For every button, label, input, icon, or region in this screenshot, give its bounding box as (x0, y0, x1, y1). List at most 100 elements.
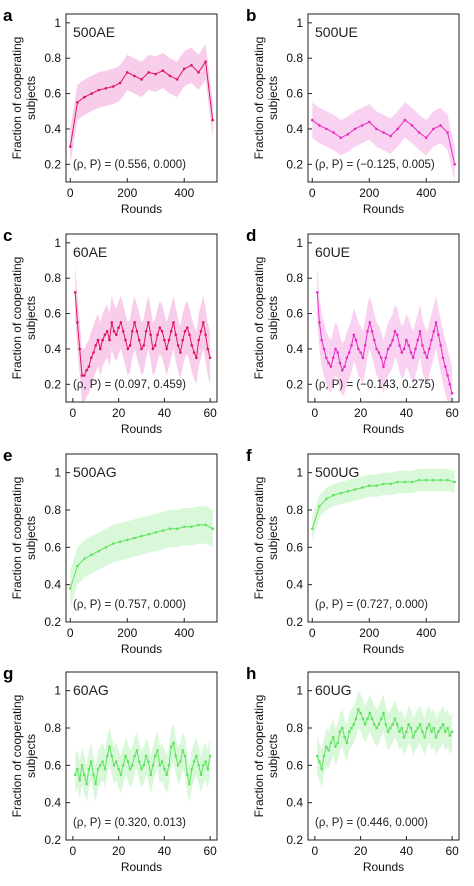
data-point (190, 767, 194, 771)
x-tick-label: 60 (203, 406, 217, 420)
plot-frame (65, 233, 218, 403)
data-point (197, 71, 200, 74)
data-point (357, 347, 360, 351)
data-point (336, 741, 340, 745)
data-point (373, 723, 376, 726)
data-point (428, 347, 431, 351)
data-point (315, 754, 319, 758)
x-tick-label: 60 (445, 406, 459, 420)
data-point (332, 493, 335, 497)
data-point (414, 347, 417, 351)
y-tick-label: 0.4 (286, 342, 303, 356)
data-point (352, 723, 356, 726)
data-point (370, 717, 374, 720)
data-point (407, 723, 411, 726)
condition-label: 60AG (73, 682, 109, 698)
data-point (176, 344, 180, 347)
data-point (347, 351, 351, 354)
data-point (111, 85, 115, 88)
data-point (154, 531, 157, 534)
data-point (118, 540, 122, 543)
data-point (424, 478, 428, 482)
data-point (325, 745, 328, 748)
data-point (119, 321, 123, 324)
data-point (444, 365, 447, 368)
data-point (197, 764, 200, 767)
data-point (167, 764, 171, 767)
data-point (437, 333, 440, 337)
data-point (83, 557, 86, 560)
confidence-band (75, 265, 211, 402)
data-point (432, 478, 435, 482)
data-point (366, 330, 369, 333)
data-point (192, 760, 196, 763)
data-point (370, 330, 374, 333)
data-point (140, 78, 143, 81)
data-point (352, 333, 356, 337)
data-point (174, 333, 178, 337)
data-point (202, 764, 205, 767)
data-point (354, 338, 358, 342)
data-point (147, 760, 150, 763)
data-point (69, 587, 72, 590)
data-point (311, 527, 314, 530)
data-point (104, 546, 108, 549)
data-point (450, 391, 454, 395)
data-point (400, 351, 404, 354)
x-tick-label: 20 (112, 844, 126, 858)
data-point (311, 118, 314, 122)
data-point (131, 764, 134, 767)
data-point (204, 60, 207, 63)
y-tick-label: 0.8 (44, 721, 61, 735)
stat-annotation: (ρ, P) = (−0.143, 0.275) (315, 379, 435, 391)
x-axis-title: Rounds (121, 202, 162, 216)
y-tick-label: 0.4 (44, 342, 61, 356)
x-tick-label: 0 (67, 626, 74, 640)
data-point (329, 741, 333, 745)
data-point (446, 478, 449, 482)
x-tick-label: 40 (158, 406, 172, 420)
data-point (359, 351, 362, 354)
plot-frame (307, 453, 460, 623)
data-point (343, 736, 346, 739)
x-tick-label: 0 (309, 626, 316, 640)
data-point (318, 760, 321, 763)
data-point (402, 347, 406, 351)
data-point (424, 136, 428, 140)
data-point (76, 321, 79, 324)
x-tick-label: 40 (400, 844, 414, 858)
data-point (92, 351, 95, 354)
panel-letter: c (3, 226, 12, 245)
data-point (345, 741, 349, 745)
data-point (195, 356, 198, 360)
data-point (128, 767, 132, 771)
data-point (405, 730, 408, 733)
y-tick-label: 1 (54, 684, 61, 698)
x-tick-label: 200 (359, 626, 379, 640)
data-point (441, 356, 445, 360)
data-point (142, 764, 146, 767)
data-point (409, 726, 413, 730)
data-point (188, 333, 191, 337)
data-point (368, 484, 371, 488)
data-point (338, 730, 342, 733)
data-point (430, 730, 433, 733)
data-point (128, 344, 132, 347)
x-axis-title: Rounds (363, 202, 404, 216)
x-tick-label: 200 (359, 186, 379, 200)
data-point (389, 482, 392, 486)
data-point (182, 67, 186, 71)
y-tick-label: 0.2 (286, 377, 303, 391)
data-point (124, 754, 127, 758)
x-tick-label: 400 (416, 626, 436, 640)
data-point (160, 760, 164, 763)
data-point (169, 330, 173, 333)
data-point (195, 754, 198, 758)
data-point (94, 782, 97, 786)
data-point (423, 736, 427, 739)
data-point (432, 330, 436, 333)
data-point (332, 131, 335, 134)
data-point (190, 344, 194, 347)
panel-letter: g (3, 664, 13, 683)
y-axis-title: Fraction of cooperatingsubjects (252, 477, 280, 600)
